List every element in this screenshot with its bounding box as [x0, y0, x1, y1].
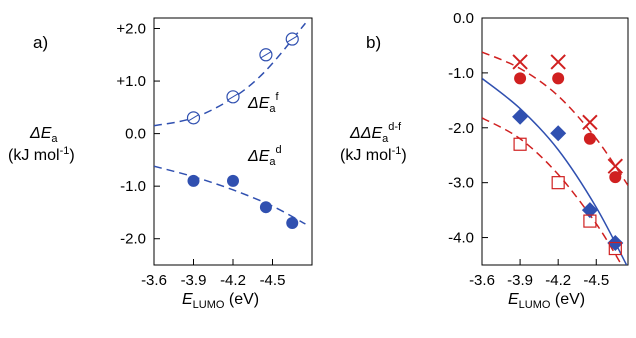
panel-b-xlabel: ELUMO (eV)	[508, 291, 585, 311]
panel-b-point-s0	[582, 114, 598, 130]
panel-b-point-s1	[609, 171, 622, 184]
panel-a-x-axis: -3.6 -3.9 -4.2 -4.5	[141, 259, 285, 289]
panel-b-frame	[481, 17, 629, 266]
panel-a-xlabel-sub: LUMO	[193, 299, 225, 311]
panel-a-label: a)	[33, 33, 48, 52]
panel-a-point-s0-slash	[286, 35, 298, 43]
panel-b-point-s2	[550, 125, 567, 142]
panel-b-ytick-label: 0.0	[453, 10, 474, 27]
panel-b-ytick-label: -3.0	[448, 175, 474, 192]
panel-b-fit-line-2	[482, 77, 628, 265]
panel-b: b) ΔΔEad-f (kJ mol-1) 0.0 -1.0 -2.0 -3.0 -4.…	[340, 10, 629, 311]
panel-a-frame	[153, 17, 313, 266]
panel-a-fit-line-1	[154, 165, 306, 225]
panel-b-point-s3	[608, 241, 622, 256]
panel-b-ylabel-unit-sup: -1	[392, 145, 402, 157]
panel-a-y-axis: +2.0 +1.0 0.0 -1.0 -2.0	[116, 21, 160, 248]
panel-a-fit-line-0	[154, 22, 306, 127]
panel-b-ytick-label: -1.0	[448, 65, 474, 82]
panel-a-ylabel-delta: ΔE	[29, 125, 52, 142]
legend-d-main: ΔE	[247, 148, 270, 165]
panel-b-ylabel-delta: ΔΔE	[349, 125, 382, 142]
panel-a-fit-lines	[154, 22, 306, 225]
panel-a-points	[186, 32, 299, 229]
panel-b-ytick-label: -4.0	[448, 230, 474, 247]
panel-b-points	[512, 54, 624, 256]
panel-b-point-s1	[583, 132, 596, 145]
panel-b-xlabel-main: E	[508, 291, 519, 308]
panel-b-xtick-label: -4.5	[583, 272, 609, 289]
panel-b-point-s0	[550, 54, 566, 70]
panel-b-ylabel-line1: ΔΔEad-f	[349, 121, 402, 145]
panel-a-point-s0-slash	[188, 114, 199, 122]
panel-b-fit-lines	[482, 51, 628, 265]
panel-a-xlabel: ELUMO (eV)	[182, 291, 259, 311]
panel-b-ylabel-sup: d-f	[388, 121, 402, 133]
legend-delta-ea-f: ΔEaf	[247, 91, 280, 115]
panel-b-xtick-label: -3.9	[507, 272, 533, 289]
panel-a-xtick-label: -4.5	[260, 272, 286, 289]
panel-a-ylabel-line2: (kJ mol-1)	[8, 145, 75, 164]
panel-a-xlabel-unit: (eV)	[224, 291, 259, 308]
panel-b-ylabel-unit-end: )	[401, 147, 406, 164]
panel-b-ylabel-sub: a	[382, 133, 389, 145]
panel-a-point-s0-slash	[260, 51, 272, 59]
panel-a-ytick-label: -2.0	[120, 231, 146, 248]
legend-f-sup: f	[276, 91, 280, 103]
panel-a-ylabel-unit: (kJ mol	[8, 147, 60, 164]
panel-b-xlabel-sub: LUMO	[519, 299, 551, 311]
panel-b-point-s1	[552, 72, 565, 85]
panel-a-ylabel-line1: ΔEa	[29, 125, 58, 145]
panel-b-fit-line-3	[482, 117, 623, 265]
panel-a-point-s1	[187, 174, 200, 187]
panel-b-point-s2	[581, 202, 598, 219]
panel-b-x-axis: -3.6 -3.9 -4.2 -4.5	[469, 259, 609, 289]
panel-a-ytick-label: +1.0	[116, 73, 146, 90]
panel-b-ylabel-line2: (kJ mol-1)	[340, 145, 407, 164]
panel-b-point-s3	[513, 137, 527, 151]
legend-delta-ea-d: ΔEad	[247, 144, 282, 168]
panel-a-ytick-label: +2.0	[116, 21, 146, 38]
panel-b-ytick-label: -2.0	[448, 120, 474, 137]
panel-a-ylabel-unit-sup: -1	[60, 145, 70, 157]
panel-a-xlabel-main: E	[182, 291, 193, 308]
panel-b-point-s1	[514, 72, 527, 85]
legend-f-sub: a	[269, 103, 276, 115]
panel-b-point-s0	[607, 158, 624, 174]
panel-b-y-axis: 0.0 -1.0 -2.0 -3.0 -4.0	[448, 10, 488, 247]
panel-a-ylabel-unit-end: )	[69, 147, 74, 164]
legend-f-main: ΔE	[247, 95, 270, 112]
panel-a-ytick-label: -1.0	[120, 178, 146, 195]
panel-b-point-s3	[583, 214, 597, 228]
panel-b-xtick-label: -3.6	[469, 272, 495, 289]
panel-b-label: b)	[366, 33, 381, 52]
panel-a: a) ΔEa (kJ mol-1) +2.0+1.00.0-1.0-2.0 -3…	[8, 17, 313, 311]
panel-a-ylabel-sub: a	[51, 133, 58, 145]
panel-a-xtick-label: -4.2	[220, 272, 246, 289]
panel-b-xlabel-unit: (eV)	[550, 291, 585, 308]
panel-a-ytick-label: 0.0	[125, 126, 146, 143]
panel-a-point-s1	[227, 174, 239, 187]
panel-a-point-s0-slash	[227, 93, 239, 101]
panel-a-point-s1	[259, 201, 272, 214]
panel-b-ylabel-unit: (kJ mol	[340, 147, 392, 164]
legend-d-sup: d	[276, 144, 282, 156]
panel-b-xtick-label: -4.2	[545, 272, 571, 289]
panel-b-point-s0	[512, 54, 528, 70]
panel-a-xtick-label: -3.6	[141, 272, 167, 289]
legend-d-sub: a	[269, 156, 276, 168]
panel-b-point-s3	[551, 176, 565, 190]
panel-a-point-s1	[286, 216, 299, 229]
panel-a-xtick-label: -3.9	[181, 272, 207, 289]
panel-b-point-s2	[512, 108, 529, 125]
panel-b-fit-line-0	[482, 51, 628, 186]
